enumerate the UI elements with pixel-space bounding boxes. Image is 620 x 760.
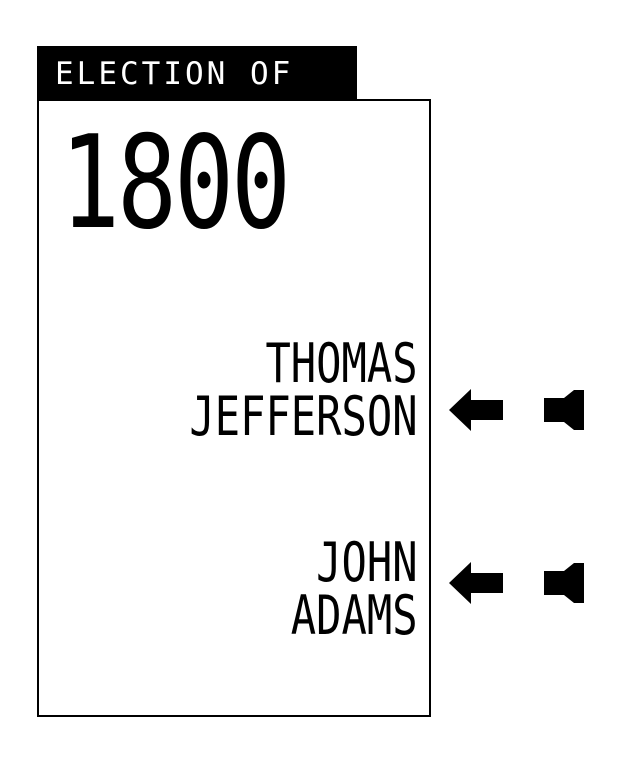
candidate-last-name: ADAMS bbox=[291, 584, 418, 647]
election-label: ELECTION OF bbox=[55, 55, 294, 92]
candidate-last-name: JEFFERSON bbox=[189, 385, 418, 448]
candidate-jefferson: THOMAS JEFFERSON bbox=[189, 332, 418, 448]
election-header: ELECTION OF bbox=[37, 46, 357, 101]
punch-slot-icon[interactable] bbox=[544, 563, 584, 603]
arrow-left-icon bbox=[449, 389, 503, 431]
candidate-first-name: THOMAS bbox=[265, 332, 418, 395]
candidate-first-name: JOHN bbox=[316, 531, 418, 594]
election-year: 1800 bbox=[60, 109, 291, 258]
punch-slot-icon[interactable] bbox=[544, 390, 584, 430]
arrow-left-icon bbox=[449, 562, 503, 604]
candidate-adams: JOHN ADAMS bbox=[291, 531, 418, 647]
